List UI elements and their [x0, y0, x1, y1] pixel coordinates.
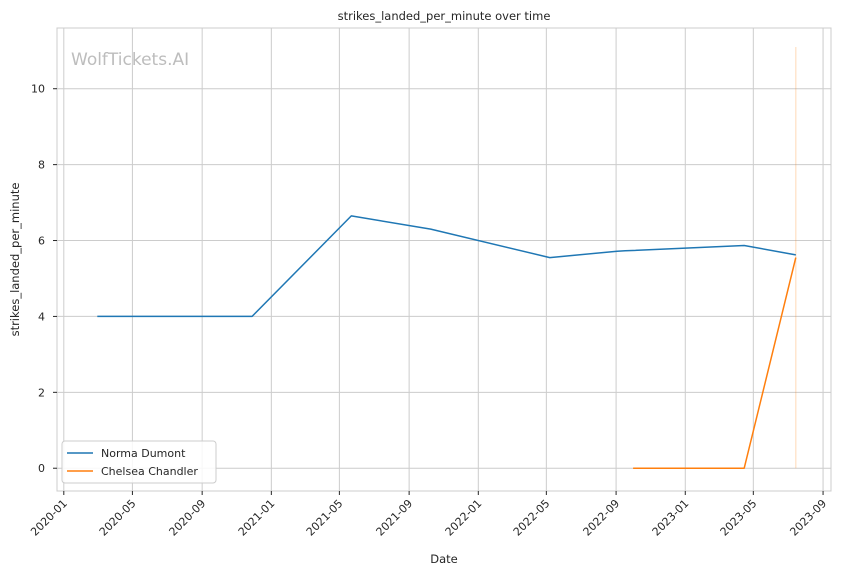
legend-box — [61, 440, 217, 484]
y-tick-label: 2 — [38, 386, 45, 399]
y-tick-label: 10 — [31, 83, 45, 96]
x-axis-label: Date — [430, 552, 458, 566]
series-layer — [97, 46, 797, 469]
y-tick-label: 4 — [38, 310, 45, 323]
legend-label-chelsea-chandler: Chelsea Chandler — [101, 465, 198, 478]
y-tick-label: 8 — [38, 159, 45, 172]
watermark: WolfTickets.AI — [71, 50, 189, 70]
y-tick-label: 6 — [38, 235, 45, 248]
legend-label-norma-dumont: Norma Dumont — [101, 447, 186, 460]
plot-frame — [56, 27, 832, 492]
legend: Norma Dumont Chelsea Chandler — [61, 440, 217, 484]
y-tick-label: 0 — [38, 462, 45, 475]
y-axis-label: strikes_landed_per_minute — [8, 183, 22, 337]
chart-title: strikes_landed_per_minute over time — [338, 9, 551, 23]
series-line-chelsea-chandler — [633, 257, 797, 469]
series-line-norma-dumont — [97, 215, 796, 318]
